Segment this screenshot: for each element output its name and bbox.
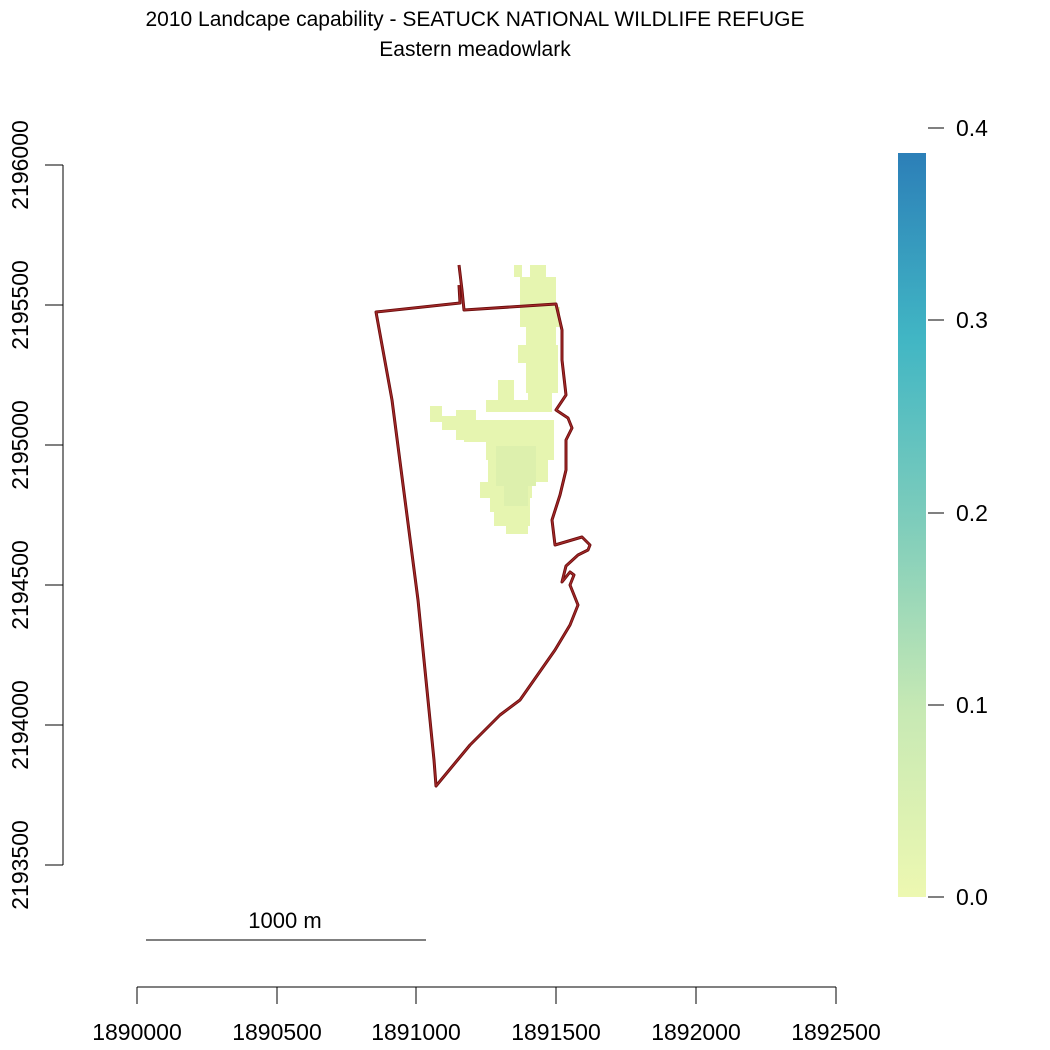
y-axis-ticks bbox=[45, 164, 63, 866]
refuge-boundary-highlight bbox=[375, 264, 591, 787]
map-subtitle: Eastern meadowlark bbox=[379, 38, 571, 61]
x-tick-label: 1892000 bbox=[651, 1019, 741, 1045]
legend-ticks bbox=[928, 127, 944, 898]
y-tick-label: 2194000 bbox=[7, 680, 33, 770]
x-tick-label: 1890500 bbox=[232, 1019, 322, 1045]
legend-tick-label: 0.0 bbox=[956, 884, 988, 910]
y-tick-label: 2194500 bbox=[7, 540, 33, 630]
x-tick-label: 1891000 bbox=[371, 1019, 461, 1045]
y-tick-label: 2195000 bbox=[7, 400, 33, 490]
x-tick-label: 1892500 bbox=[791, 1019, 881, 1045]
legend-colorbar bbox=[898, 153, 926, 897]
y-tick-label: 2195500 bbox=[7, 260, 33, 350]
legend-tick-label: 0.2 bbox=[956, 500, 988, 526]
legend-tick-label: 0.1 bbox=[956, 692, 988, 718]
habitat-raster-shading bbox=[496, 446, 536, 506]
legend-tick-label: 0.3 bbox=[956, 307, 988, 333]
y-tick-label: 2193500 bbox=[7, 820, 33, 910]
y-tick-label: 2196000 bbox=[7, 120, 33, 210]
legend-tick-label: 0.4 bbox=[956, 115, 988, 141]
x-tick-label: 1890000 bbox=[92, 1019, 182, 1045]
scale-bar-label: 1000 m bbox=[248, 908, 321, 933]
map-title: 2010 Landcape capability - SEATUCK NATIO… bbox=[145, 8, 804, 31]
x-axis-ticks bbox=[136, 987, 837, 1004]
x-tick-label: 1891500 bbox=[511, 1019, 601, 1045]
